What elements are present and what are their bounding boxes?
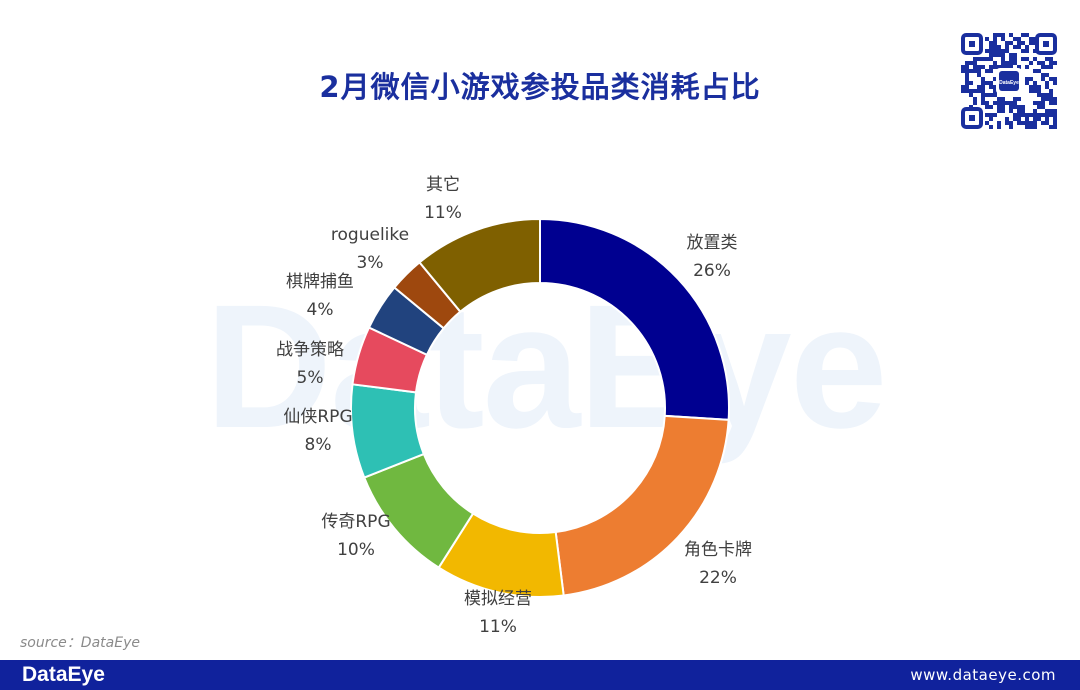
donut-slice <box>539 217 730 421</box>
slice-category-label: 战争策略 <box>276 340 344 360</box>
footer-brand-logo: DataEye <box>22 663 105 686</box>
donut-slice <box>418 217 541 314</box>
slice-percent-label: 22% <box>699 568 737 588</box>
slice-percent-label: 4% <box>307 300 334 320</box>
qr-code: DataEye <box>960 32 1058 130</box>
source-note: source：DataEye <box>20 635 140 651</box>
slice-category-label: roguelike <box>331 225 409 245</box>
slice-percent-label: 5% <box>297 368 324 388</box>
donut-slices <box>350 217 730 598</box>
slice-category-label: 传奇RPG <box>321 512 390 532</box>
slice-category-label: 模拟经营 <box>464 589 532 609</box>
chart-title: 2月微信小游戏参投品类消耗占比 <box>319 70 761 104</box>
slice-category-label: 其它 <box>426 175 460 195</box>
slice-percent-label: 10% <box>337 540 375 560</box>
slice-category-label: 棋牌捕鱼 <box>286 272 354 292</box>
footer-bar: DataEye www.dataeye.com <box>0 660 1080 690</box>
qr-code-icon: DataEye <box>960 32 1058 130</box>
donut-labels: 放置类 26% 角色卡牌 22% 模拟经营 11% 传奇RPG 10% 仙侠RPG 8% 战争策略 5… <box>276 175 752 637</box>
footer-url[interactable]: www.dataeye.com <box>910 666 1056 684</box>
donut-chart: 放置类 26% 角色卡牌 22% 模拟经营 11% 传奇RPG 10% 仙侠RPG 8% 战争策略 5… <box>276 175 752 637</box>
slice-category-label: 放置类 <box>687 233 738 253</box>
watermark: DataEye <box>205 269 888 465</box>
qr-center-logo: DataEye <box>999 80 1019 86</box>
slice-percent-label: 11% <box>479 617 517 637</box>
slice-percent-label: 26% <box>693 261 731 281</box>
slice-percent-label: 8% <box>305 435 332 455</box>
slice-category-label: 角色卡牌 <box>684 540 752 560</box>
slice-percent-label: 11% <box>424 203 462 223</box>
slice-category-label: 仙侠RPG <box>283 407 352 427</box>
slice-percent-label: 3% <box>357 253 384 273</box>
